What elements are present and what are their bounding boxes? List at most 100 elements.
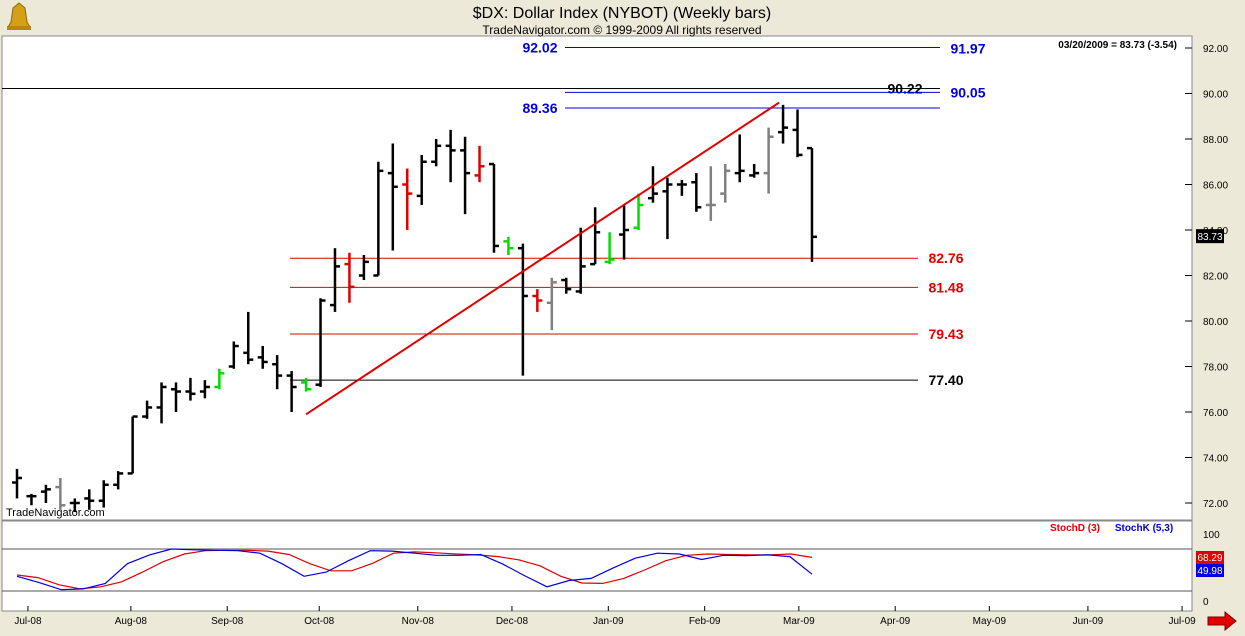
stoch-y-label: 0 bbox=[1203, 597, 1209, 608]
price-bar bbox=[604, 232, 615, 265]
price-bar bbox=[98, 480, 109, 508]
stoch-y-label: 100 bbox=[1203, 530, 1220, 541]
price-bar bbox=[763, 127, 774, 194]
price-bar bbox=[431, 139, 442, 167]
level-label: 90.05 bbox=[950, 84, 985, 100]
y-tick-label: 82.00 bbox=[1203, 272, 1228, 283]
price-bar bbox=[734, 134, 745, 183]
price-bar bbox=[214, 368, 225, 390]
level-label: 90.22 bbox=[887, 80, 922, 96]
price-bar bbox=[691, 173, 702, 212]
x-tick-label: Dec-08 bbox=[496, 616, 529, 627]
price-bar bbox=[40, 484, 51, 503]
price-bar bbox=[127, 415, 138, 475]
scroll-right-button[interactable] bbox=[1207, 610, 1237, 632]
stoch-badge-label: 68.29 bbox=[1197, 553, 1222, 564]
y-tick-label: 76.00 bbox=[1203, 408, 1228, 419]
price-bar bbox=[590, 207, 601, 266]
price-bar bbox=[720, 164, 731, 203]
level-label: 89.36 bbox=[522, 100, 557, 116]
price-bar bbox=[532, 289, 543, 312]
x-tick-label: Mar-09 bbox=[783, 616, 815, 627]
price-bar bbox=[358, 255, 369, 281]
y-tick-label: 86.00 bbox=[1203, 181, 1228, 192]
x-tick-label: Sep-08 bbox=[211, 616, 244, 627]
price-bar bbox=[806, 146, 817, 262]
x-tick-label: Apr-09 bbox=[880, 616, 910, 627]
stoch-series-line bbox=[16, 548, 813, 591]
price-bar bbox=[272, 355, 283, 390]
price-bar bbox=[402, 168, 413, 230]
stoch-badge-label: 49.98 bbox=[1197, 566, 1222, 577]
x-tick-label: Jul-09 bbox=[1168, 616, 1196, 627]
price-bar bbox=[315, 298, 326, 387]
price-bar bbox=[243, 311, 254, 365]
price-bar bbox=[676, 179, 687, 196]
last-price-badge bbox=[1196, 229, 1224, 244]
x-tick-label: Oct-08 bbox=[304, 616, 334, 627]
price-bar bbox=[344, 252, 355, 303]
price-bar bbox=[185, 377, 196, 401]
price-bar bbox=[561, 277, 572, 294]
x-tick-label: May-09 bbox=[973, 616, 1007, 627]
stoch-series-line bbox=[16, 549, 813, 590]
price-bar bbox=[69, 498, 80, 513]
price-bar bbox=[26, 493, 37, 506]
level-label: 81.48 bbox=[928, 279, 963, 295]
price-bar bbox=[503, 236, 514, 256]
y-tick-label: 78.00 bbox=[1203, 363, 1228, 374]
level-label: 91.97 bbox=[950, 41, 985, 57]
level-label: 77.40 bbox=[928, 372, 963, 388]
y-tick-label: 74.00 bbox=[1203, 454, 1228, 465]
price-bar bbox=[575, 227, 586, 294]
stoch-k-legend: StochK (5,3) bbox=[1115, 523, 1173, 534]
level-label: 79.43 bbox=[928, 326, 963, 342]
level-label: 82.76 bbox=[928, 250, 963, 266]
price-bar bbox=[778, 104, 789, 144]
price-bar bbox=[633, 193, 644, 230]
y-tick-label: 90.00 bbox=[1203, 90, 1228, 101]
price-bar bbox=[84, 489, 95, 510]
price-bar bbox=[12, 468, 22, 499]
price-bar bbox=[546, 277, 557, 331]
price-bar bbox=[329, 248, 340, 312]
price-bar bbox=[460, 136, 471, 215]
chart-title: $DX: Dollar Index (NYBOT) (Weekly bars) bbox=[473, 5, 771, 22]
y-tick-label: 88.00 bbox=[1203, 135, 1228, 146]
price-bar bbox=[387, 143, 398, 251]
price-bar bbox=[488, 162, 499, 253]
y-tick-label: 72.00 bbox=[1203, 499, 1228, 510]
price-bar bbox=[373, 161, 384, 277]
price-bar bbox=[257, 346, 268, 369]
x-tick-label: Jul-08 bbox=[14, 616, 42, 627]
x-tick-label: Aug-08 bbox=[115, 616, 148, 627]
price-bar bbox=[113, 471, 124, 490]
price-bar bbox=[416, 154, 427, 205]
price-bar bbox=[619, 204, 630, 260]
price-bar bbox=[705, 166, 716, 221]
price-panel bbox=[1, 35, 1193, 521]
price-bar bbox=[517, 243, 528, 376]
price-bar bbox=[445, 129, 456, 183]
price-bar bbox=[474, 145, 485, 183]
stoch-badge bbox=[1196, 564, 1224, 577]
stochastic-panel bbox=[1, 520, 1193, 612]
level-label: 92.02 bbox=[522, 40, 557, 56]
y-tick-label: 80.00 bbox=[1203, 317, 1228, 328]
price-bar bbox=[170, 382, 181, 412]
bell-logo-icon bbox=[7, 2, 31, 30]
x-tick-label: Nov-08 bbox=[402, 616, 435, 627]
price-bar bbox=[199, 380, 210, 399]
watermark: TradeNavigator.com bbox=[6, 507, 105, 519]
stoch-d-legend: StochD (3) bbox=[1050, 523, 1100, 534]
price-bar bbox=[55, 477, 66, 510]
price-bar bbox=[749, 164, 760, 178]
price-bar bbox=[647, 166, 658, 203]
chart-subtitle: TradeNavigator.com © 1999-2009 All right… bbox=[482, 23, 761, 37]
trendline bbox=[305, 101, 780, 416]
price-bar bbox=[792, 109, 803, 158]
x-tick-label: Jan-09 bbox=[593, 616, 624, 627]
last-price-label: 83.73 bbox=[1197, 232, 1222, 243]
